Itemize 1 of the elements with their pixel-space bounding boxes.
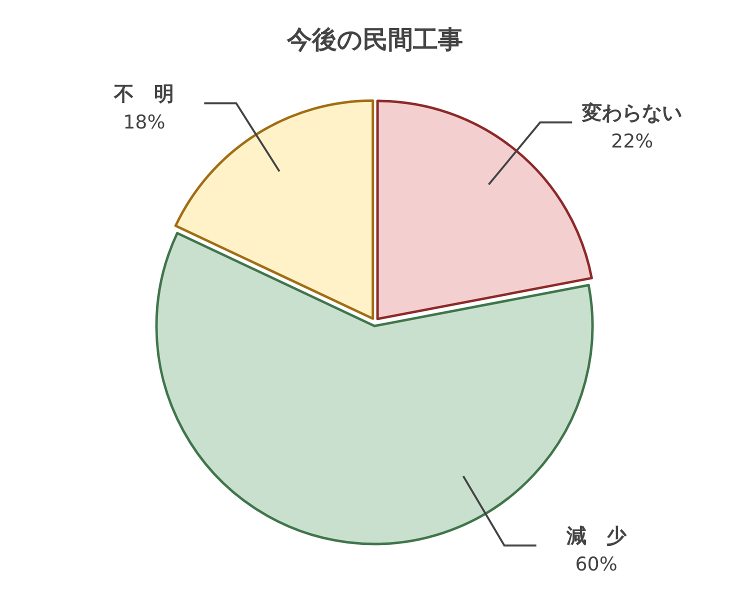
title: 今後の民間工事 <box>287 25 463 54</box>
